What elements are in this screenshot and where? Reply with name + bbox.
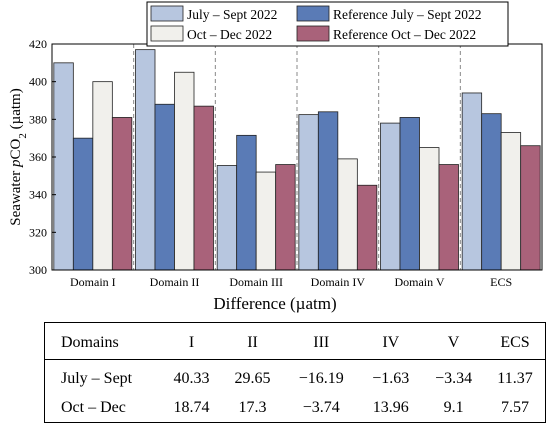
bar	[520, 145, 541, 271]
table-header-cell: ECS	[484, 327, 545, 360]
bar-chart: Domain I Domain II Domain III Domain IV Doma…	[8, 1, 543, 289]
table-cell: 18.74	[173, 398, 210, 416]
x-tick-label: Domain I	[70, 275, 116, 289]
bar	[154, 103, 175, 271]
bar	[461, 92, 483, 271]
table-cell: −16.19	[298, 369, 344, 387]
table-cell: 11.37	[497, 369, 533, 387]
table-cell: 17.3	[238, 398, 267, 416]
table-header-cell: II	[222, 327, 284, 360]
bar	[135, 49, 156, 271]
legend-label: Reference July – Sept 2022	[333, 7, 481, 22]
x-tick-label: Domain II	[150, 275, 200, 289]
bar	[380, 122, 401, 271]
table-header-cell: IV	[359, 327, 423, 360]
table-header-cell: III	[283, 327, 360, 360]
legend-swatch	[296, 25, 330, 42]
y-tick-label: 420	[29, 37, 47, 51]
x-tick-label: Domain V	[394, 275, 444, 289]
bar	[356, 184, 378, 271]
x-tick-label: ECS	[490, 275, 512, 289]
difference-caption: Difference (µatm)	[213, 294, 337, 313]
legend-label: July – Sept 2022	[187, 7, 277, 22]
table-header-row: Domains I II III IV V ECS	[45, 327, 545, 360]
bar	[174, 71, 195, 271]
bar	[337, 158, 358, 271]
x-tick-label: Domain IV	[311, 275, 366, 289]
legend-swatch	[150, 5, 184, 22]
table-cell: 40.33	[173, 369, 210, 387]
y-tick-label: 360	[29, 150, 47, 164]
table-cell: −3.34	[435, 369, 473, 387]
table-cell: 7.57	[500, 398, 529, 416]
y-tick-label: 380	[29, 112, 47, 126]
bar	[399, 117, 420, 271]
bar	[236, 134, 257, 271]
table-cell: 29.65	[234, 369, 271, 387]
bar	[255, 171, 277, 271]
y-tick-label: 400	[29, 75, 47, 89]
legend-swatch	[150, 25, 184, 42]
bar	[53, 62, 74, 271]
table-row: July – Sept 40.33 29.65 −16.19 −1.63 −3.…	[45, 360, 545, 394]
bar	[500, 132, 522, 271]
table-cell: 9.1	[443, 398, 464, 416]
bar	[72, 137, 94, 271]
table-row: Oct – Dec 18.74 17.3 −3.74 13.96 9.1 7.5…	[45, 393, 545, 422]
x-tick-label: Domain III	[229, 275, 283, 289]
bar	[275, 164, 296, 271]
table-cell: July – Sept	[61, 369, 133, 387]
y-tick-label: 340	[29, 188, 47, 202]
y-tick-label: 320	[29, 225, 47, 239]
bar	[481, 113, 502, 271]
bar	[193, 105, 214, 271]
bar	[216, 165, 238, 271]
bar	[92, 81, 113, 271]
y-tick-label: 300	[29, 263, 47, 277]
bar	[111, 117, 133, 271]
table-cell: Oct – Dec	[61, 398, 126, 416]
difference-table: Domains I II III IV V ECS July – Sept 40…	[44, 322, 546, 423]
table-cell: −3.74	[302, 398, 340, 416]
bar	[438, 164, 459, 271]
table-header-cell: V	[422, 327, 485, 360]
bar	[419, 147, 440, 271]
legend-label: Oct – Dec 2022	[187, 27, 272, 42]
bar	[317, 111, 339, 271]
legend-label: Reference Oct – Dec 2022	[333, 27, 476, 42]
table-header-cell: I	[161, 327, 223, 360]
table-cell: −1.63	[372, 369, 410, 387]
table-header-cell: Domains	[45, 327, 161, 360]
bar	[298, 114, 319, 271]
y-axis-label: Seawater pCO2 (µatm)	[8, 88, 29, 225]
legend-swatch	[296, 5, 330, 22]
table-cell: 13.96	[372, 398, 409, 416]
